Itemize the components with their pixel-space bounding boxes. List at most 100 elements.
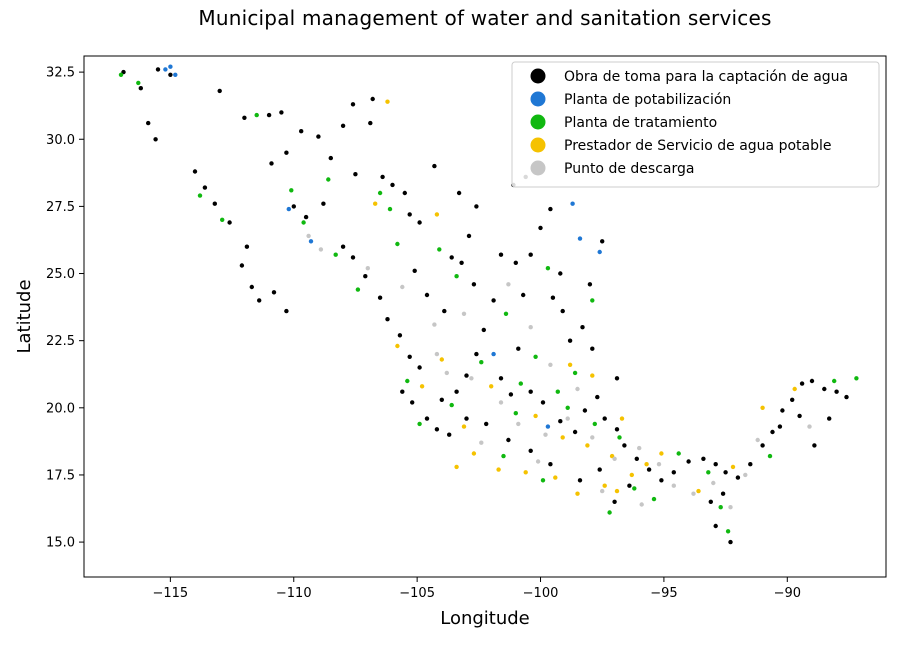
data-point — [516, 346, 521, 351]
data-point — [735, 475, 741, 480]
data-point — [671, 470, 676, 475]
data-point — [202, 185, 208, 190]
data-point — [592, 421, 597, 427]
data-point — [614, 427, 620, 432]
data-point — [713, 523, 718, 529]
data-point — [333, 252, 338, 257]
data-point — [632, 486, 637, 491]
data-point — [136, 80, 141, 86]
x-tick-label: −100 — [523, 586, 559, 601]
data-point — [481, 327, 486, 333]
data-point — [437, 247, 442, 252]
data-point — [706, 470, 711, 475]
data-point — [454, 274, 459, 279]
data-point — [350, 102, 356, 107]
legend-label: Obra de toma para la captación de agua — [564, 69, 848, 85]
data-point — [432, 322, 437, 327]
data-point — [558, 271, 563, 276]
data-point — [439, 397, 444, 402]
data-point — [279, 110, 284, 115]
data-point — [614, 488, 620, 494]
data-point — [528, 389, 533, 394]
data-point — [365, 266, 370, 271]
data-point — [400, 389, 405, 394]
data-point — [419, 384, 425, 389]
data-point — [651, 496, 657, 502]
data-point — [701, 456, 706, 461]
data-point — [587, 282, 593, 287]
data-point — [617, 435, 622, 440]
data-point — [577, 236, 583, 241]
data-point — [523, 470, 528, 475]
plot-frame — [83, 55, 887, 578]
data-point — [387, 206, 393, 212]
legend-label: Prestador de Servicio de agua potable — [564, 138, 832, 154]
data-point — [646, 467, 652, 472]
data-point — [146, 120, 151, 126]
data-point — [491, 298, 496, 303]
data-point — [328, 155, 333, 161]
data-point — [686, 459, 691, 464]
y-tick-label: 22.5 — [46, 334, 75, 349]
data-point — [627, 483, 632, 488]
y-tick-label: 17.5 — [46, 468, 75, 483]
x-tick-label: −110 — [276, 586, 312, 601]
data-point — [792, 386, 797, 392]
legend: Obra de toma para la captación de agua Pl… — [511, 61, 880, 188]
data-point — [471, 282, 477, 287]
data-point — [760, 443, 765, 448]
data-point — [155, 67, 161, 72]
data-point — [730, 464, 736, 470]
data-point — [506, 437, 511, 443]
data-point — [417, 220, 422, 225]
data-point — [479, 360, 484, 365]
data-point — [809, 378, 815, 384]
data-point — [528, 448, 533, 453]
data-point — [691, 491, 696, 496]
data-point — [447, 432, 452, 437]
data-point — [434, 427, 440, 432]
data-point — [244, 244, 250, 249]
data-point — [595, 394, 600, 400]
data-point — [540, 478, 546, 483]
data-point — [284, 308, 289, 314]
data-point — [212, 201, 217, 206]
data-point — [582, 408, 588, 413]
data-point — [249, 284, 254, 290]
data-point — [545, 266, 551, 271]
data-point — [612, 456, 617, 461]
data-point — [585, 443, 590, 448]
data-point — [538, 225, 543, 231]
data-point — [560, 308, 565, 314]
data-point — [424, 416, 430, 421]
data-point — [449, 255, 454, 260]
legend-marker — [530, 137, 546, 153]
data-point — [570, 201, 575, 206]
data-point — [239, 263, 245, 268]
data-point — [318, 247, 324, 252]
data-point — [303, 214, 309, 220]
data-point — [400, 284, 405, 290]
data-point — [464, 416, 469, 421]
data-point — [257, 298, 262, 303]
data-point — [503, 311, 509, 316]
x-tick-label: −95 — [650, 586, 677, 601]
data-point — [390, 182, 395, 188]
data-point — [432, 163, 437, 169]
data-point — [575, 386, 580, 392]
data-point — [553, 475, 558, 480]
data-point — [528, 252, 533, 257]
data-point — [498, 400, 504, 405]
data-point — [548, 462, 553, 467]
data-point — [461, 311, 467, 316]
data-point — [659, 451, 664, 456]
data-point — [725, 529, 731, 534]
data-point — [370, 96, 375, 102]
data-point — [498, 376, 504, 381]
data-point — [353, 172, 358, 177]
data-point — [434, 351, 440, 357]
legend-label: Planta de tratamiento — [564, 115, 717, 131]
data-point — [575, 491, 580, 496]
data-point — [629, 472, 634, 478]
